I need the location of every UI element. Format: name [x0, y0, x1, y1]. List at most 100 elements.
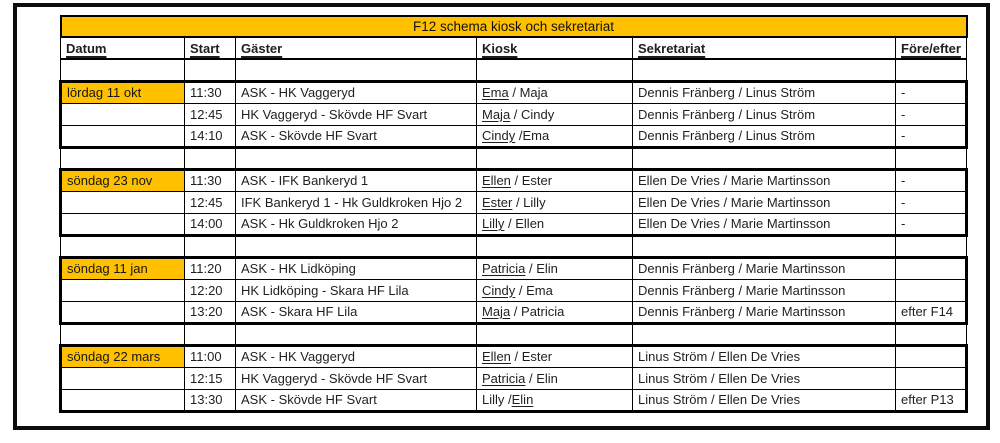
start-cell: 13:30	[184, 388, 236, 413]
guests-cell: ASK - Skövde HF Svart	[235, 124, 477, 149]
column-header-f-re-efter: Före/efter	[894, 36, 968, 60]
kiosk-cell: Ellen / Ester	[476, 343, 633, 368]
kiosk-name-underlined: Ellen	[482, 349, 511, 364]
empty-cell	[632, 322, 896, 346]
kiosk-cell: Patricia / Elin	[476, 366, 633, 390]
kiosk-name-underlined: Elin	[511, 392, 534, 407]
date-cell: söndag 23 nov	[59, 167, 185, 192]
empty-cell	[894, 58, 968, 82]
spacer-row	[60, 146, 968, 170]
secretariat-cell: Ellen De Vries / Marie Martinsson	[632, 190, 896, 214]
date-empty-cell	[59, 300, 185, 325]
kiosk-cell: Cindy / Ema	[476, 278, 633, 302]
secretariat-cell: Dennis Fränberg / Marie Martinsson	[632, 255, 896, 280]
kiosk-name-underlined: Maja	[482, 106, 511, 122]
date-empty-cell	[59, 124, 185, 149]
empty-cell	[184, 322, 236, 346]
empty-cell	[235, 146, 477, 170]
start-cell: 11:00	[184, 343, 236, 368]
column-header-g-ster: Gäster	[235, 36, 477, 60]
secretariat-cell: Linus Ström / Ellen De Vries	[632, 343, 896, 368]
secretariat-cell: Linus Ström / Ellen De Vries	[632, 366, 896, 390]
guests-cell: ASK - HK Vaggeryd	[235, 79, 477, 104]
date-empty-cell	[59, 190, 185, 214]
kiosk-cell: Ester / Lilly	[476, 190, 633, 214]
empty-cell	[476, 322, 633, 346]
kiosk-name: / Maja	[508, 85, 548, 100]
guests-cell: HK Vaggeryd - Skövde HF Svart	[235, 366, 477, 390]
date-cell: söndag 11 jan	[59, 255, 185, 280]
empty-cell	[60, 322, 185, 346]
spacer-row	[60, 58, 968, 82]
start-cell: 11:20	[184, 255, 236, 280]
before-after-cell: -	[894, 212, 969, 237]
empty-cell	[476, 146, 633, 170]
empty-cell	[894, 146, 968, 170]
start-cell: 12:15	[184, 366, 236, 390]
start-cell: 11:30	[184, 167, 236, 192]
secretariat-cell: Linus Ström / Ellen De Vries	[632, 388, 896, 413]
empty-cell	[60, 58, 185, 82]
date-cell: lördag 11 okt	[59, 79, 185, 104]
date-cell: söndag 22 mars	[59, 343, 185, 368]
start-cell: 12:20	[184, 278, 236, 302]
empty-cell	[476, 58, 633, 82]
game-row: söndag 23 nov 11:30 ASK - IFK Bankeryd 1 El…	[59, 167, 969, 192]
column-header-kiosk: Kiosk	[476, 36, 633, 60]
date-empty-cell	[59, 212, 185, 237]
game-row: 12:20 HK Lidköping - Skara HF Lila Cindy /…	[59, 278, 969, 302]
kiosk-name: / Elin	[525, 370, 558, 386]
schedule-table: F12 schema kiosk och sekretariat Datum St…	[59, 15, 969, 413]
kiosk-cell: Lilly /Elin	[476, 388, 633, 413]
game-row: söndag 11 jan 11:20 ASK - HK Lidköping Patr…	[59, 255, 969, 280]
start-cell: 12:45	[184, 102, 236, 126]
kiosk-name: / Lilly	[512, 194, 546, 210]
title-row: F12 schema kiosk och sekretariat	[59, 15, 968, 38]
guests-cell: ASK - HK Vaggeryd	[235, 343, 477, 368]
before-after-cell: -	[894, 190, 969, 214]
guests-cell: ASK - Skövde HF Svart	[235, 388, 477, 413]
empty-cell	[632, 146, 896, 170]
outer-frame: F12 schema kiosk och sekretariat Datum St…	[13, 3, 990, 430]
before-after-cell: -	[894, 124, 969, 149]
column-header-label: Start	[190, 40, 220, 56]
header-row: Datum Start Gäster Kiosk Sekretariat Före/eft…	[60, 36, 968, 60]
game-row: 14:10 ASK - Skövde HF Svart Cindy /Ema Denn…	[59, 124, 969, 149]
before-after-cell: efter P13	[894, 388, 969, 413]
game-row: 14:00 ASK - Hk Guldkroken Hjo 2 Lilly / El…	[59, 212, 969, 237]
before-after-cell: -	[894, 167, 969, 192]
kiosk-name-underlined: Maja	[482, 304, 511, 319]
game-row: söndag 22 mars 11:00 ASK - HK Vaggeryd Elle…	[59, 343, 969, 368]
spacer-row	[60, 234, 968, 258]
kiosk-name-underlined: Patricia	[482, 261, 526, 276]
before-after-cell	[894, 278, 969, 302]
empty-cell	[184, 234, 236, 258]
date-empty-cell	[59, 366, 185, 390]
kiosk-name-underlined: Cindy	[482, 282, 516, 298]
guests-cell: HK Lidköping - Skara HF Lila	[235, 278, 477, 302]
before-after-cell: -	[894, 102, 969, 126]
guests-cell: IFK Bankeryd 1 - Hk Guldkroken Hjo 2	[235, 190, 477, 214]
date-empty-cell	[59, 278, 185, 302]
kiosk-cell: Maja / Patricia	[476, 300, 633, 325]
game-row: 13:20 ASK - Skara HF Lila Maja / Patricia D…	[59, 300, 969, 325]
column-header-label: Kiosk	[482, 40, 518, 56]
kiosk-name: / Ester	[510, 173, 553, 188]
game-row: 12:45 IFK Bankeryd 1 - Hk Guldkroken Hjo …	[59, 190, 969, 214]
column-header-label: Datum	[66, 40, 107, 56]
kiosk-name-underlined: Lilly	[482, 216, 505, 231]
guests-cell: ASK - IFK Bankeryd 1	[235, 167, 477, 192]
empty-cell	[235, 58, 477, 82]
start-cell: 14:00	[184, 212, 236, 237]
before-after-cell: efter F14	[894, 300, 969, 325]
column-header-label: Sekretariat	[638, 40, 706, 56]
guests-cell: ASK - Hk Guldkroken Hjo 2	[235, 212, 477, 237]
spacer-row	[60, 322, 968, 346]
kiosk-name: /Ema	[515, 128, 550, 143]
game-row: 12:45 HK Vaggeryd - Skövde HF Svart Maja /…	[59, 102, 969, 126]
date-empty-cell	[59, 388, 185, 413]
kiosk-name: Lilly /	[482, 392, 512, 407]
guests-cell: ASK - Skara HF Lila	[235, 300, 477, 325]
empty-cell	[894, 322, 968, 346]
empty-cell	[632, 234, 896, 258]
